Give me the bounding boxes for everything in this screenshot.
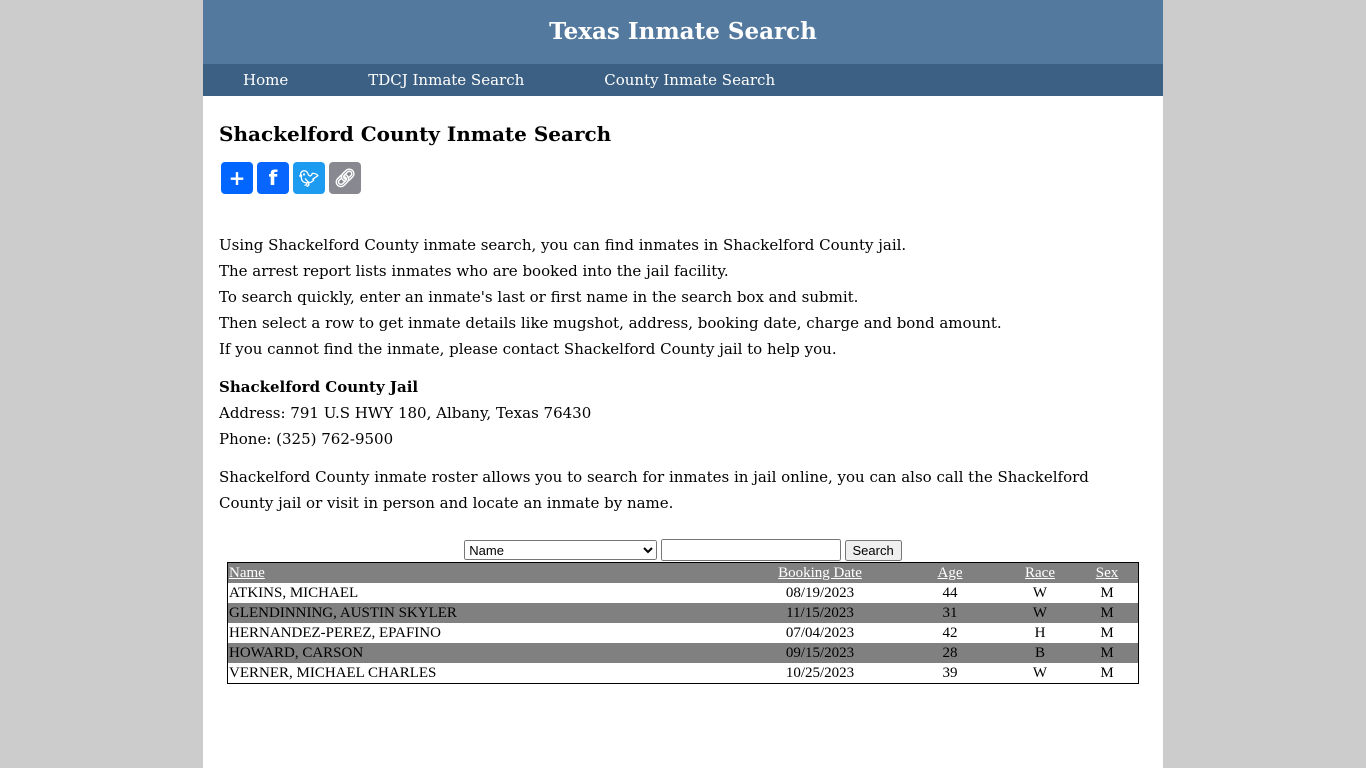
column-header-name[interactable]: Name [227, 562, 744, 583]
jail-phone: Phone: (325) 762-9500 [219, 430, 394, 448]
intro-line: To search quickly, enter an inmate's las… [219, 288, 859, 306]
intro-line: The arrest report lists inmates who are … [219, 262, 729, 280]
search-input[interactable] [660, 539, 841, 561]
cell-name: HOWARD, CARSON [227, 643, 744, 663]
search-field-select[interactable]: Name [464, 540, 658, 560]
table-row[interactable]: HOWARD, CARSON 09/15/2023 28 B M [227, 643, 1139, 663]
jail-name: Shackelford County Jail [219, 378, 419, 396]
nav-county-search[interactable]: County Inmate Search [604, 71, 776, 89]
intro-line: Then select a row to get inmate details … [219, 314, 1002, 332]
twitter-icon[interactable]: 🐦︎ [293, 162, 325, 194]
cell-race: W [1004, 603, 1076, 623]
facebook-icon[interactable]: f [257, 162, 289, 194]
cell-booking-date: 10/25/2023 [785, 664, 855, 681]
table-row[interactable]: VERNER, MICHAEL CHARLES 10/25/2023 39 W M [228, 663, 1139, 684]
cell-age: 42 [942, 624, 958, 641]
copy-link-icon[interactable]: 🔗︎ [329, 162, 361, 194]
cell-race: W [1032, 584, 1048, 601]
share-plus-icon[interactable]: + [221, 162, 253, 194]
cell-name: GLENDINNING, AUSTIN SKYLER [227, 603, 744, 623]
cell-age: 28 [896, 643, 1004, 663]
nav-home[interactable]: Home [243, 71, 289, 89]
cell-sex: M [1076, 643, 1139, 663]
intro-line: Using Shackelford County inmate search, … [219, 236, 907, 254]
column-header-race[interactable]: Race [1004, 562, 1076, 583]
cell-age: 44 [942, 584, 958, 601]
cell-age: 31 [896, 603, 1004, 623]
cell-sex: M [1100, 584, 1114, 601]
cell-race: W [1032, 664, 1048, 681]
cell-sex: M [1076, 603, 1139, 623]
cell-booking-date: 09/15/2023 [744, 643, 896, 663]
nav-bar: Home TDCJ Inmate Search County Inmate Se… [203, 64, 1163, 96]
nav-tdcj-search[interactable]: TDCJ Inmate Search [368, 71, 525, 89]
column-header-sex[interactable]: Sex [1076, 562, 1139, 583]
page-title: Shackelford County Inmate Search [219, 122, 612, 146]
inmate-table: Name Booking Date Age Race Sex ATKINS, M… [227, 562, 1139, 684]
page: Texas Inmate Search Home TDCJ Inmate Sea… [203, 0, 1163, 768]
jail-info: Shackelford County Jail Address: 791 U.S… [219, 374, 1147, 452]
column-header-booking-date[interactable]: Booking Date [744, 562, 896, 583]
table-row[interactable]: HERNANDEZ-PEREZ, EPAFINO 07/04/2023 42 H M [228, 623, 1139, 643]
cell-sex: M [1100, 624, 1114, 641]
cell-name: HERNANDEZ-PEREZ, EPAFINO [229, 624, 441, 641]
cell-booking-date: 08/19/2023 [785, 584, 855, 601]
cell-name: VERNER, MICHAEL CHARLES [229, 664, 437, 681]
cell-age: 39 [942, 664, 958, 681]
cell-name: ATKINS, MICHAEL [229, 584, 359, 601]
intro-line: If you cannot find the inmate, please co… [219, 340, 837, 358]
search-button[interactable]: Search [844, 539, 902, 561]
table-row[interactable]: ATKINS, MICHAEL 08/19/2023 44 W M [228, 583, 1139, 603]
site-title: Texas Inmate Search [203, 0, 1163, 64]
cell-booking-date: 11/15/2023 [744, 603, 896, 623]
cell-booking-date: 07/04/2023 [785, 624, 855, 641]
table-row[interactable]: GLENDINNING, AUSTIN SKYLER 11/15/2023 31 W M [227, 603, 1139, 623]
jail-address: Address: 791 U.S HWY 180, Albany, Texas … [219, 404, 592, 422]
intro-text: Using Shackelford County inmate search, … [219, 232, 1147, 362]
search-form: Name Search [219, 539, 1147, 561]
share-buttons: + f 🐦︎ 🔗︎ [221, 162, 1147, 194]
cell-race: B [1004, 643, 1076, 663]
cell-sex: M [1100, 664, 1114, 681]
cell-race: H [1034, 624, 1046, 641]
roster-text: Shackelford County inmate roster allows … [219, 468, 1089, 512]
column-header-age[interactable]: Age [896, 562, 1004, 583]
